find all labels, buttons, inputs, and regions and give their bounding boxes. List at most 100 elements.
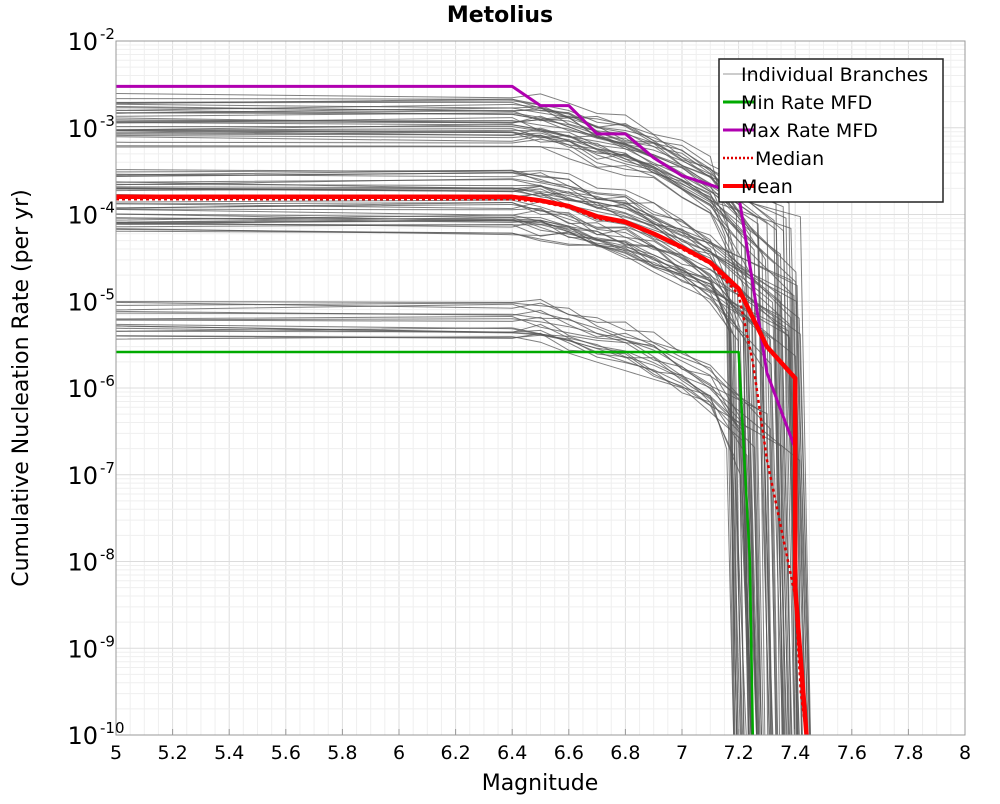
y-tick-label: 10: [67, 375, 98, 403]
y-tick-base: 10: [67, 722, 98, 750]
y-tick-label: 10: [67, 202, 98, 230]
branch-line: [116, 298, 777, 735]
branch-line: [116, 208, 739, 735]
y-tick-exponent: -10: [100, 719, 125, 737]
branch-line: [116, 117, 806, 735]
branch-line: [116, 130, 735, 735]
y-tick-base: 10: [67, 375, 98, 403]
x-tick-label: 7.6: [837, 742, 867, 764]
plot-frame: [115, 40, 966, 736]
y-tick-label: 10: [67, 722, 98, 750]
chart-title: Metolius: [447, 3, 553, 28]
branch-line: [116, 124, 753, 735]
x-tick-label: 5.4: [214, 742, 244, 764]
branch-line: [116, 169, 797, 735]
legend: Individual Branches Min Rate MFD Max Rate …: [718, 58, 944, 203]
y-tick-base: 10: [67, 549, 98, 577]
x-tick-label: 7.8: [893, 742, 923, 764]
branch-line: [116, 318, 809, 735]
legend-label: Max Rate MFD: [741, 120, 878, 142]
y-tick-exponent: -7: [100, 459, 115, 477]
branch-line: [116, 220, 807, 735]
y-tick-exponent: -8: [100, 546, 115, 564]
series-mean-line: [116, 194, 809, 735]
y-tick-exponent: -3: [100, 112, 115, 130]
branch-line: [116, 228, 779, 735]
branch-line: [116, 179, 762, 735]
branch-line: [116, 213, 786, 735]
x-tick-label: 7: [676, 742, 688, 764]
branch-line: [116, 134, 769, 735]
branch-line: [116, 218, 758, 735]
series-min-rate-mfd-line: [116, 350, 755, 735]
x-tick-label: 6.8: [610, 742, 640, 764]
branch-line: [116, 316, 752, 735]
x-axis-label: Magnitude: [482, 771, 599, 796]
x-tick-label: 6: [393, 742, 405, 764]
y-tick-base: 10: [67, 115, 98, 143]
y-tick-exponent: -4: [100, 199, 115, 217]
branch-line: [116, 327, 735, 735]
branch-line: [116, 325, 758, 735]
branch-line: [116, 181, 791, 735]
branch-line: [116, 334, 790, 735]
series-max-rate-mfd-line: [116, 84, 797, 450]
branch-line: [116, 301, 752, 735]
y-tick-exponent: -6: [100, 372, 115, 390]
x-tick-label: 6.6: [554, 742, 584, 764]
x-tick-label: 5.2: [157, 742, 187, 764]
branch-line: [116, 315, 754, 735]
branch-line: [116, 219, 772, 735]
branch-line: [116, 217, 800, 735]
y-tick-exponent: -5: [100, 285, 115, 303]
legend-label: Mean: [741, 176, 793, 198]
y-tick-base: 10: [67, 635, 98, 663]
y-tick-exponent: -9: [100, 632, 115, 650]
y-tick-exponent: -2: [100, 25, 115, 43]
y-tick-label: 10: [67, 549, 98, 577]
legend-label: Median: [755, 148, 824, 170]
y-tick-base: 10: [67, 28, 98, 56]
branch-line: [116, 129, 762, 735]
legend-label: Individual Branches: [741, 64, 928, 86]
x-tick-label: 5.8: [327, 742, 357, 764]
branch-line: [116, 131, 802, 735]
branch-line: [116, 135, 758, 735]
y-axis-label: Cumulative Nucleation Rate (per yr): [9, 189, 34, 587]
y-tick-label: 10: [67, 288, 98, 316]
x-tick-label: 5.6: [271, 742, 301, 764]
x-tick-label: 8: [959, 742, 971, 764]
branch-line: [116, 138, 762, 735]
branch-line: [116, 230, 745, 735]
branch-line: [116, 228, 759, 735]
y-tick-label: 10: [67, 462, 98, 490]
branch-line: [116, 132, 784, 735]
branch-line: [116, 169, 809, 735]
y-tick-base: 10: [67, 288, 98, 316]
summary-series: [116, 84, 809, 735]
branch-line: [116, 216, 788, 735]
branch-line: [116, 187, 811, 735]
branch-line: [116, 202, 800, 735]
legend-label: Min Rate MFD: [741, 92, 872, 114]
branch-line: [116, 223, 799, 735]
branch-line: [116, 201, 737, 735]
y-tick-base: 10: [67, 202, 98, 230]
y-tick-label: 10: [67, 28, 98, 56]
branch-line: [116, 126, 792, 735]
branch-line: [116, 224, 735, 735]
branch-line: [116, 332, 754, 735]
y-tick-label: 10: [67, 635, 98, 663]
branch-line: [116, 172, 741, 735]
legend-box: [718, 58, 944, 203]
x-tick-label: 6.2: [440, 742, 470, 764]
x-tick-label: 7.4: [780, 742, 810, 764]
x-tick-label: 7.2: [723, 742, 753, 764]
y-tick-base: 10: [67, 462, 98, 490]
x-tick-label: 6.4: [497, 742, 527, 764]
branch-line: [116, 336, 753, 735]
y-tick-label: 10: [67, 115, 98, 143]
axis-layer: 5 5.2 5.4 5.6 5.8 6 6.2 6.4 6.6 6.8 7 7.2 7.4 7.6 7.8 8…: [67, 25, 971, 764]
